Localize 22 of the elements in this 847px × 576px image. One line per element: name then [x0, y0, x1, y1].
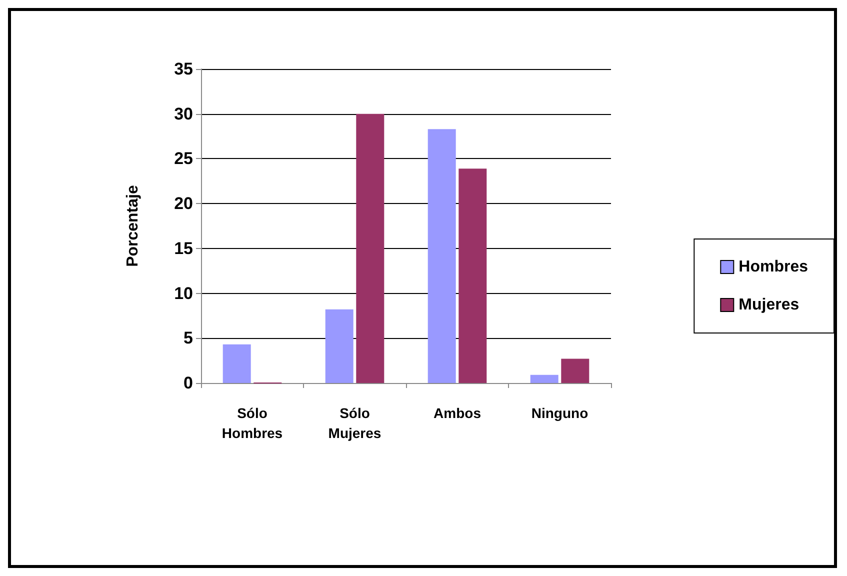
- bar: [530, 374, 558, 383]
- y-tick-label: 10: [174, 284, 193, 303]
- bar: [428, 129, 456, 383]
- y-tick-label: 5: [184, 328, 193, 348]
- x-tick-label: Sólo Hombres: [222, 405, 283, 441]
- legend-label: Mujeres: [738, 296, 800, 314]
- bar: [222, 344, 251, 383]
- x-tick-label: Ambos: [434, 405, 482, 421]
- y-tick-label: 20: [174, 194, 193, 214]
- x-tick-label: Sólo Mujeres: [328, 405, 382, 441]
- y-tick-label: 35: [174, 60, 193, 78]
- y-tick-label: 15: [174, 238, 193, 258]
- y-axis-title: Porcentaje: [124, 184, 142, 267]
- bar: [325, 309, 354, 383]
- bar: [356, 114, 384, 383]
- y-tick-label: 25: [174, 149, 193, 168]
- bar: [458, 168, 487, 383]
- y-tick-label: 30: [174, 104, 193, 124]
- legend-label: Hombres: [738, 258, 808, 276]
- x-tick-label: Ninguno: [531, 405, 588, 421]
- y-tick-label: 0: [184, 374, 193, 392]
- bar: [561, 358, 590, 383]
